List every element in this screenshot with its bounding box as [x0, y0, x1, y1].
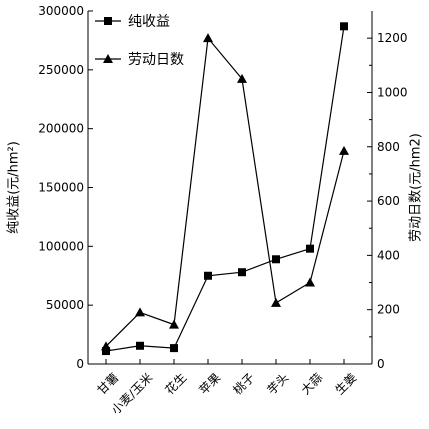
data-point: [272, 255, 280, 264]
x-tick-label: 甘薯: [94, 370, 121, 397]
left-tick-label: 300000: [38, 4, 84, 18]
data-point: [237, 73, 247, 83]
right-tick-label: 1000: [377, 85, 408, 99]
data-point: [204, 271, 212, 280]
series-group: [101, 22, 349, 356]
x-tick-label: 生姜: [332, 370, 359, 397]
data-point: [135, 307, 145, 317]
x-tick-label: 大蒜: [298, 370, 325, 397]
legend-marker: [104, 17, 112, 25]
data-point: [101, 341, 111, 351]
right-axis-title: 劳动日数(元/hm2): [408, 133, 424, 242]
left-tick-label: 100000: [38, 239, 84, 253]
right-tick-label: 1200: [377, 31, 408, 45]
data-point: [203, 33, 213, 43]
data-point: [238, 268, 246, 277]
right-tick-label: 400: [377, 248, 400, 262]
data-point: [170, 344, 178, 353]
x-tick-label: 苹果: [196, 370, 223, 397]
series-line: [105, 36, 345, 347]
data-point: [169, 319, 179, 329]
x-tick-label: 花生: [162, 370, 190, 398]
data-point: [339, 145, 349, 155]
data-point: [136, 341, 144, 350]
x-tick-label: 芋头: [264, 370, 291, 397]
legend-marker: [103, 54, 113, 63]
right-tick-label: 600: [377, 194, 400, 208]
left-tick-label: 250000: [38, 63, 84, 77]
left-tick-label: 50000: [46, 298, 84, 312]
series-line: [105, 26, 345, 352]
legend-label: 劳动日数: [128, 52, 184, 68]
data-point: [340, 22, 348, 31]
axes: 0 50000 100000 150000 200000 250000 300000 0 200…: [7, 4, 424, 417]
left-tick-label: 200000: [38, 122, 84, 136]
x-tick-label: 桃子: [230, 370, 258, 398]
series-net-income: [102, 22, 348, 356]
data-point: [305, 277, 315, 287]
left-tick-label: 0: [76, 357, 84, 371]
data-point: [271, 297, 281, 307]
legend-label: 纯收益: [128, 14, 170, 30]
data-point: [102, 347, 110, 356]
data-point: [306, 244, 314, 253]
right-tick-label: 0: [377, 357, 385, 371]
left-tick-label: 150000: [38, 181, 84, 195]
right-tick-label: 800: [377, 140, 400, 154]
left-axis-title: 纯收益(元/hm²): [7, 141, 22, 234]
right-tick-label: 200: [377, 303, 400, 317]
series-labor-days: [101, 33, 349, 351]
